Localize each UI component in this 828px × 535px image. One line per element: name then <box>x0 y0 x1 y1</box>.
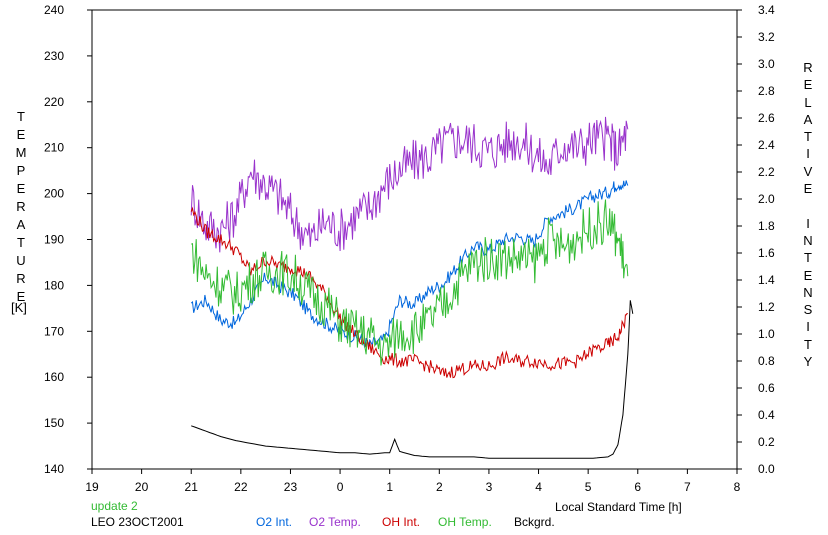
series-line-bckgrd <box>191 300 634 459</box>
legend-oh-int: OH Int. <box>382 515 421 529</box>
y-tick-label: 210 <box>44 141 64 155</box>
x-tick-label: 7 <box>684 480 691 494</box>
y2-tick-label: 0.2 <box>758 435 775 449</box>
x-tick-label: 0 <box>337 480 344 494</box>
chart-ticks: 1401501601701801902002102202302400.00.20… <box>44 3 775 494</box>
y-tick-label: 240 <box>44 3 64 17</box>
x-tick-label: 4 <box>535 480 542 494</box>
series-line-o2-int <box>190 180 629 349</box>
y2-tick-label: 2.6 <box>758 111 775 125</box>
y2-tick-label: 0.6 <box>758 381 775 395</box>
x-tick-label: 21 <box>185 480 199 494</box>
y-tick-label: 220 <box>44 95 64 109</box>
x-tick-label: 6 <box>634 480 641 494</box>
y-tick-label: 180 <box>44 278 64 292</box>
y2-tick-label: 0.4 <box>758 408 775 422</box>
y2-tick-label: 1.4 <box>758 273 775 287</box>
y2-tick-label: 0.0 <box>758 462 775 476</box>
x-tick-label: 20 <box>135 480 149 494</box>
y2-tick-label: 3.4 <box>758 3 775 17</box>
y2-tick-label: 2.2 <box>758 165 775 179</box>
series-line-o2-temp <box>190 116 629 253</box>
y2-tick-label: 2.4 <box>758 138 775 152</box>
y-tick-label: 190 <box>44 233 64 247</box>
legend-o2-temp: O2 Temp. <box>309 515 361 529</box>
x-tick-label: 3 <box>486 480 493 494</box>
plot-frame <box>91 9 738 470</box>
y2-tick-label: 1.2 <box>758 300 775 314</box>
x-axis-label: Local Standard Time [h] <box>555 500 682 514</box>
legend-oh-temp: OH Temp. <box>438 515 492 529</box>
chart-axes <box>91 9 738 470</box>
y-tick-label: 160 <box>44 370 64 384</box>
y-tick-label: 140 <box>44 462 64 476</box>
annotation-update: update 2 <box>91 499 138 513</box>
y2-tick-label: 3.0 <box>758 57 775 71</box>
series-line-oh-temp <box>191 199 629 366</box>
y2-tick-label: 1.8 <box>758 219 775 233</box>
legend-bckgrd: Bckgrd. <box>514 515 555 529</box>
x-tick-label: 5 <box>585 480 592 494</box>
y-tick-label: 150 <box>44 416 64 430</box>
y-tick-label: 170 <box>44 324 64 338</box>
x-tick-label: 2 <box>436 480 443 494</box>
y-tick-label: 230 <box>44 49 64 63</box>
series-line-oh-int <box>190 206 628 379</box>
y2-tick-label: 1.6 <box>758 246 775 260</box>
chart-series <box>190 116 634 459</box>
annotation-station-date: LEO 23OCT2001 <box>91 515 184 529</box>
x-tick-label: 23 <box>284 480 298 494</box>
y2-tick-label: 1.0 <box>758 327 775 341</box>
x-tick-label: 19 <box>85 480 99 494</box>
legend-o2-int: O2 Int. <box>256 515 293 529</box>
x-tick-label: 22 <box>234 480 248 494</box>
y2-tick-label: 0.8 <box>758 354 775 368</box>
y2-tick-label: 3.2 <box>758 30 775 44</box>
x-tick-label: 8 <box>734 480 741 494</box>
x-tick-label: 1 <box>386 480 393 494</box>
y2-tick-label: 2.0 <box>758 192 775 206</box>
y2-tick-label: 2.8 <box>758 84 775 98</box>
y-tick-label: 200 <box>44 187 64 201</box>
y-axis-unit: [K] <box>11 300 27 315</box>
